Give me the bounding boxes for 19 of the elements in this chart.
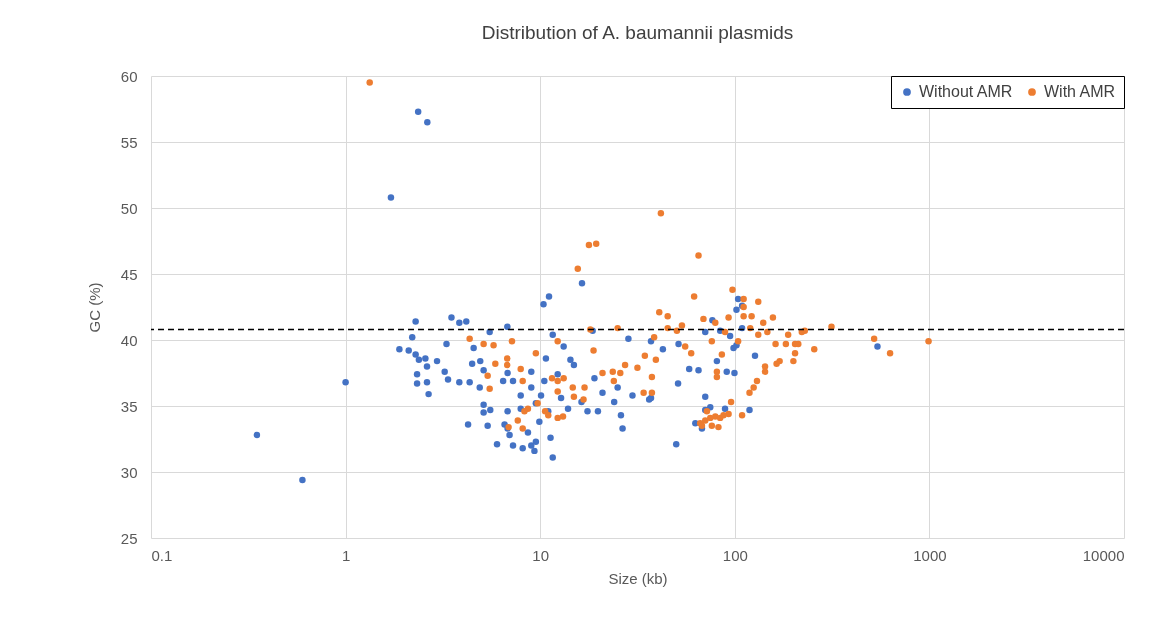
y-tick-label: 30: [120, 463, 138, 481]
x-tick-label: 1000: [913, 546, 947, 564]
chart-title: Distribution of A. baumannii plasmids: [481, 22, 794, 43]
x-tick-label: 10: [532, 546, 550, 564]
y-tick-label: 40: [120, 331, 138, 349]
x-tick-label: 100: [722, 546, 748, 564]
x-tick-label: 1: [341, 546, 351, 564]
y-tick-label: 45: [120, 265, 138, 283]
legend-label: With AMR: [1044, 83, 1116, 100]
y-tick-label: 50: [120, 199, 138, 217]
y-tick-label: 25: [120, 529, 138, 547]
x-tick-label: 10000: [1082, 546, 1125, 564]
x-tick-label: 0.1: [151, 546, 173, 564]
x-axis-title: Size (kb): [608, 569, 668, 587]
y-tick-label: 55: [120, 133, 138, 151]
y-tick-label: 35: [120, 397, 138, 415]
legend-label: Without AMR: [919, 83, 1013, 100]
y-axis-title: GC (%): [85, 282, 103, 333]
y-tick-label: 60: [120, 67, 138, 85]
